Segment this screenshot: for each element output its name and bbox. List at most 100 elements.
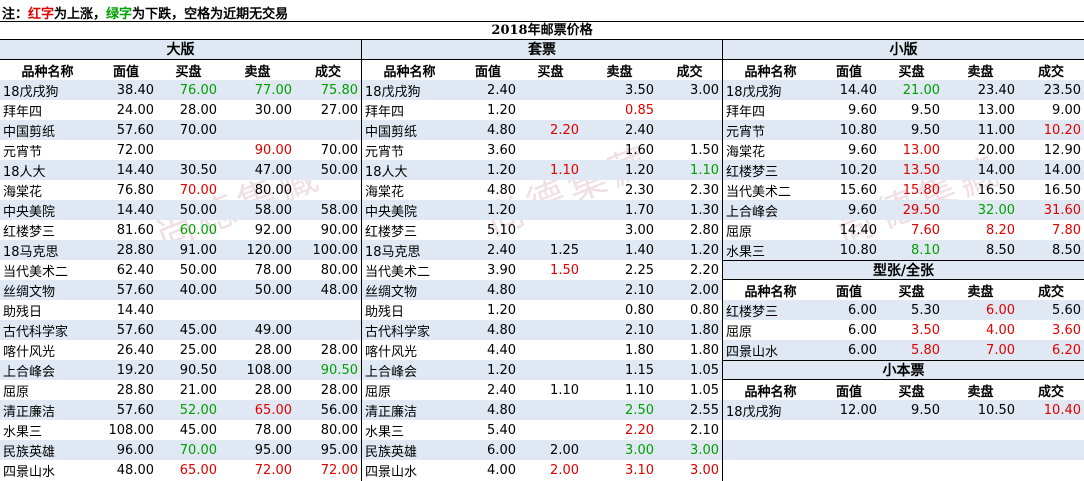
deal-price: 0.80 [690, 302, 719, 318]
sell-price: 23.40 [943, 80, 1018, 100]
note-mid1: 为上涨， [54, 7, 107, 22]
face-value: 96.00 [95, 440, 157, 460]
face-value: 28.80 [95, 240, 157, 260]
page-title: 2018年邮票价格 [0, 21, 1084, 40]
empty-cell [943, 460, 1018, 480]
buy-price: 21.00 [880, 80, 943, 100]
buy-price: 25.00 [179, 342, 217, 358]
deal-price: 58.00 [295, 200, 361, 220]
section-title-xiaobenpiao: 小本票 [723, 360, 1084, 380]
buy-price [519, 140, 582, 160]
table-row: 助残日 1.20 0.80 0.80 [362, 300, 722, 320]
table-row: 海棠花 76.80 70.00 80.00 [0, 180, 361, 200]
column-header: 卖盘 [967, 64, 994, 80]
buy-price [157, 140, 220, 160]
stamp-name: 上合峰会 [362, 360, 457, 380]
buy-price: 30.50 [157, 160, 220, 180]
stamp-name: 18戊戌狗 [362, 80, 457, 100]
stamp-name: 喀什风光 [365, 344, 418, 360]
buy-price: 1.50 [550, 262, 579, 278]
sell-price: 65.00 [220, 400, 295, 420]
sell-price: 28.00 [254, 382, 292, 398]
table-row: 红楼梦三 6.00 5.30 6.00 5.60 [723, 300, 1084, 320]
sell-price: 2.30 [625, 182, 654, 198]
empty-cell [880, 440, 943, 460]
buy-price: 45.00 [157, 320, 220, 340]
buy-price [519, 340, 582, 360]
deal-price: 2.80 [690, 222, 719, 238]
table-row: 民族英雄 6.00 2.00 3.00 3.00 [362, 440, 722, 460]
table-row: 水果三 108.00 45.00 78.00 80.00 [0, 420, 361, 440]
empty-row [723, 440, 1084, 460]
face-value: 10.80 [818, 240, 880, 260]
column-header: 买盘 [537, 64, 564, 80]
deal-price: 1.30 [657, 200, 722, 220]
face-value: 24.00 [116, 102, 154, 118]
legend-note: 注：红字为上涨，绿字为下跌，空格为近期无交易 [2, 3, 288, 22]
face-value: 4.80 [457, 120, 519, 140]
table-row: 水果三 5.40 2.20 2.10 [362, 420, 722, 440]
stamp-name: 中国剪纸 [0, 120, 95, 140]
face-value: 3.90 [487, 262, 516, 278]
stamp-name: 拜年四 [365, 104, 405, 120]
face-value: 1.20 [457, 200, 519, 220]
sell-price: 2.25 [625, 262, 654, 278]
table-row: 喀什风光 4.40 1.80 1.80 [362, 340, 722, 360]
face-value: 14.40 [95, 200, 157, 220]
stamp-name: 清正廉洁 [362, 400, 457, 420]
deal-price: 1.50 [690, 142, 719, 158]
table-row: 上合峰会 1.20 1.15 1.05 [362, 360, 722, 380]
sell-price: 0.85 [625, 102, 654, 118]
column-header: 成交 [1037, 284, 1064, 300]
column-header: 买盘 [175, 64, 202, 80]
buy-price: 2.00 [550, 462, 579, 478]
deal-price: 12.90 [1043, 142, 1081, 158]
buy-price: 65.00 [179, 462, 217, 478]
deal-price: 1.10 [657, 160, 722, 180]
sell-price: 78.00 [254, 262, 292, 278]
table-row: 拜年四 9.60 9.50 13.00 9.00 [723, 100, 1084, 120]
sell-price: 28.00 [254, 342, 292, 358]
deal-price: 31.60 [1018, 200, 1084, 220]
column-header: 品种名称 [383, 64, 436, 80]
table-header-row: 品种名称 面值 买盘 卖盘 成交 [723, 280, 1084, 300]
table-row: 拜年四 24.00 28.00 30.00 27.00 [0, 100, 361, 120]
sell-price: 10.50 [943, 400, 1018, 420]
buy-price: 52.00 [157, 400, 220, 420]
stamp-name: 水果三 [3, 424, 43, 440]
deal-price [295, 120, 361, 140]
deal-price: 16.50 [1043, 182, 1081, 198]
deal-price: 2.55 [657, 400, 722, 420]
table-row: 喀什风光 26.40 25.00 28.00 28.00 [0, 340, 361, 360]
face-value: 81.60 [116, 222, 154, 238]
stamp-name: 元宵节 [365, 144, 405, 160]
section-title-taopiao: 套票 [362, 40, 722, 60]
empty-cell [1018, 440, 1084, 460]
table-row: 18戊戌狗 38.40 76.00 77.00 75.80 [0, 80, 361, 100]
divider [722, 40, 723, 481]
face-value: 6.00 [818, 300, 880, 320]
empty-cell [818, 440, 880, 460]
stamp-name: 丝绸文物 [362, 280, 457, 300]
stamp-name: 喀什风光 [3, 344, 56, 360]
face-value: 3.60 [487, 142, 516, 158]
sell-price [220, 300, 295, 320]
stamp-name: 18戊戌狗 [723, 80, 818, 100]
section-right: 小版 品种名称 面值 买盘 卖盘 成交 18戊戌狗 14.40 21.00 23.40 23.50… [723, 40, 1084, 480]
column-header: 面值 [835, 64, 862, 80]
stamp-name: 中央美院 [0, 200, 95, 220]
column-header: 品种名称 [744, 64, 797, 80]
buy-price [519, 220, 582, 240]
face-value: 4.40 [487, 342, 516, 358]
deal-price: 100.00 [295, 240, 361, 260]
stamp-name: 海棠花 [365, 184, 405, 200]
stamp-name: 红楼梦三 [3, 224, 56, 240]
buy-price [519, 360, 582, 380]
table-row: 18人大 1.20 1.10 1.20 1.10 [362, 160, 722, 180]
sell-price: 1.60 [625, 142, 654, 158]
stamp-name: 助残日 [365, 304, 405, 320]
empty-cell [943, 420, 1018, 440]
sell-price: 14.00 [943, 160, 1018, 180]
buy-price: 8.10 [880, 240, 943, 260]
section-title-xingzhang: 型张/全张 [723, 260, 1084, 280]
